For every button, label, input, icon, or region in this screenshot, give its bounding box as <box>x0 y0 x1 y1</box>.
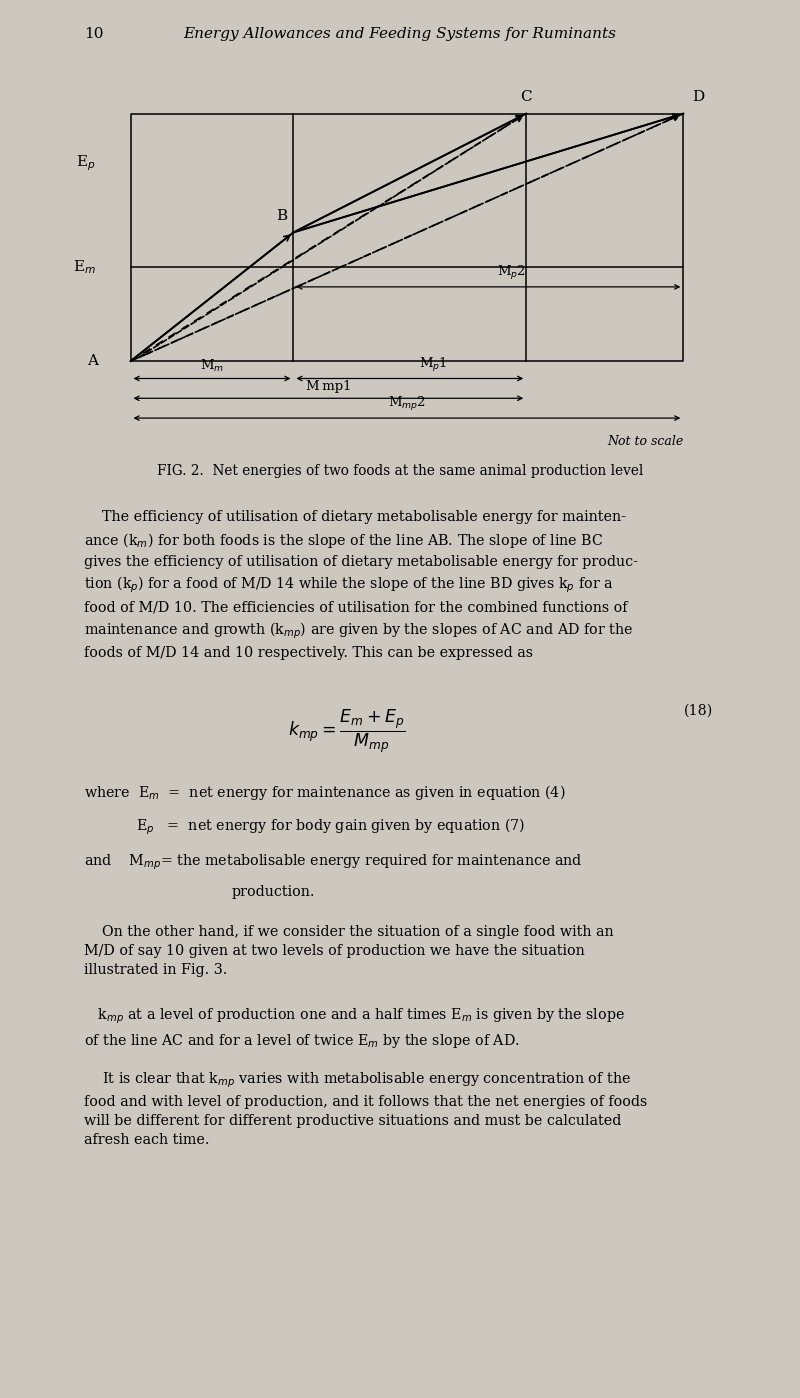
Text: Energy Allowances and Feeding Systems for Ruminants: Energy Allowances and Feeding Systems fo… <box>183 27 617 41</box>
Text: (18): (18) <box>684 703 714 717</box>
Text: Not to scale: Not to scale <box>607 435 683 449</box>
Text: E$_p$   =  net energy for body gain given by equation (7): E$_p$ = net energy for body gain given b… <box>136 816 525 837</box>
Text: The efficiency of utilisation of dietary metabolisable energy for mainten-
ance : The efficiency of utilisation of dietary… <box>84 510 638 660</box>
Text: where  E$_m$  =  net energy for maintenance as given in equation (4): where E$_m$ = net energy for maintenance… <box>84 783 566 802</box>
Text: M$_p$2: M$_p$2 <box>497 264 526 282</box>
Text: $k_{mp} = \dfrac{E_m + E_p}{M_{mp}}$: $k_{mp} = \dfrac{E_m + E_p}{M_{mp}}$ <box>288 707 406 755</box>
Text: 10: 10 <box>84 27 103 41</box>
Text: FIG. 2.  Net energies of two foods at the same animal production level: FIG. 2. Net energies of two foods at the… <box>157 464 643 478</box>
Text: M mp1: M mp1 <box>306 380 351 393</box>
Text: C: C <box>520 89 532 103</box>
Text: M$_p$1: M$_p$1 <box>419 355 447 373</box>
Text: On the other hand, if we consider the situation of a single food with an
M/D of : On the other hand, if we consider the si… <box>84 925 614 977</box>
Text: and    M$_{mp}$= the metabolisable energy required for maintenance and: and M$_{mp}$= the metabolisable energy r… <box>84 853 582 872</box>
Text: B: B <box>277 208 288 222</box>
Text: M$_{mp}$2: M$_{mp}$2 <box>388 396 426 414</box>
Text: E$_m$: E$_m$ <box>73 259 96 275</box>
Text: E$_p$: E$_p$ <box>76 154 96 173</box>
Text: D: D <box>692 89 704 103</box>
Text: It is clear that k$_{mp}$ varies with metabolisable energy concentration of the
: It is clear that k$_{mp}$ varies with me… <box>84 1071 647 1146</box>
Text: production.: production. <box>232 885 315 899</box>
Text: A: A <box>87 354 98 368</box>
Text: k$_{mp}$ at a level of production one and a half times E$_m$ is given by the slo: k$_{mp}$ at a level of production one an… <box>84 1007 625 1050</box>
Text: M$_m$: M$_m$ <box>200 358 224 373</box>
